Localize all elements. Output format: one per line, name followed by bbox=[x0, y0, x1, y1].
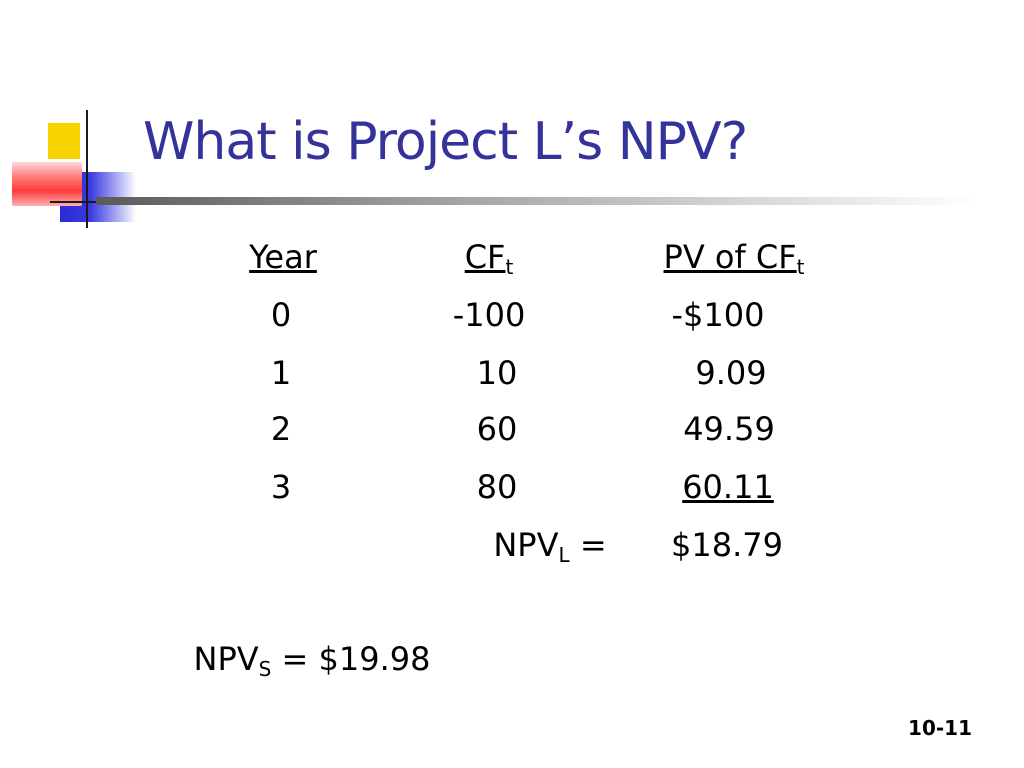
header-cf: CFt bbox=[465, 238, 514, 279]
row-1-pv: 9.09 bbox=[695, 354, 767, 392]
slide-title: What is Project L’s NPV? bbox=[143, 112, 748, 172]
row-1-cf: 10 bbox=[476, 354, 518, 392]
row-3-year: 3 bbox=[270, 468, 292, 506]
npv-l-text: NPV bbox=[493, 526, 559, 564]
row-2-year: 2 bbox=[270, 410, 292, 448]
yellow-square bbox=[48, 123, 80, 159]
header-pv: PV of CFt bbox=[664, 238, 805, 279]
row-0-year: 0 bbox=[270, 296, 292, 334]
row-3-cf: 80 bbox=[476, 468, 518, 506]
npv-l-value: $18.79 bbox=[671, 526, 783, 564]
row-2-pv: 49.59 bbox=[683, 410, 775, 448]
row-0-pv: -$100 bbox=[671, 296, 765, 334]
npv-s-value: = $19.98 bbox=[281, 640, 431, 678]
npv-s-subscript: S bbox=[258, 657, 272, 681]
slide-number: 10-11 bbox=[908, 716, 972, 740]
red-square bbox=[12, 162, 82, 206]
npv-s-line: NPVS = $19.98 bbox=[194, 640, 431, 681]
npv-l-equals: = bbox=[579, 526, 607, 564]
row-3-pv: 60.11 bbox=[682, 468, 774, 506]
npv-l-subscript: L bbox=[558, 543, 570, 567]
header-year: Year bbox=[249, 238, 317, 276]
npv-s-text: NPV bbox=[193, 640, 259, 678]
header-pv-label: PV of CF bbox=[663, 238, 797, 276]
title-rule bbox=[96, 197, 976, 205]
header-cf-label: CF bbox=[464, 238, 506, 276]
row-0-cf: -100 bbox=[452, 296, 526, 334]
header-cf-subscript: t bbox=[505, 255, 514, 279]
row-2-cf: 60 bbox=[476, 410, 518, 448]
logo-vertical-line bbox=[86, 110, 88, 228]
npv-l-label: NPVL = bbox=[493, 526, 606, 567]
row-1-year: 1 bbox=[270, 354, 292, 392]
logo-horizontal-line bbox=[50, 201, 100, 203]
header-pv-subscript: t bbox=[796, 255, 805, 279]
